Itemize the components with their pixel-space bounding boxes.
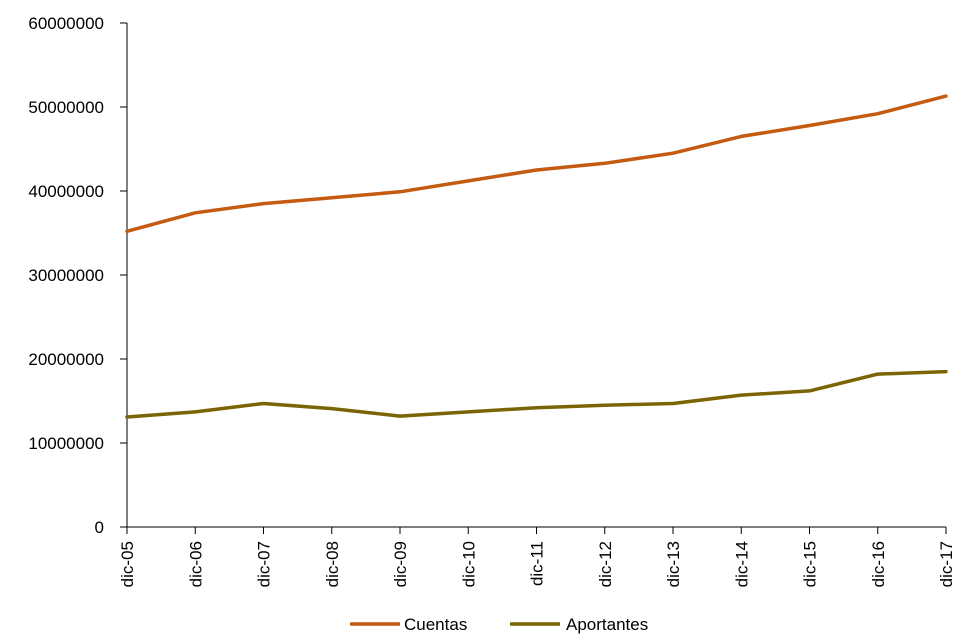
x-tick-label: dic-09 <box>391 541 410 587</box>
x-axis: dic-05 dic-06 dic-07 dic-08 dic-09 dic-10 dic-… <box>118 526 956 587</box>
x-tick-label: dic-07 <box>255 541 274 587</box>
x-tick-label: dic-11 <box>528 541 547 586</box>
legend-label-cuentas: Cuentas <box>404 615 467 634</box>
x-tick-label: dic-10 <box>459 541 478 587</box>
x-tick-label: dic-08 <box>323 541 342 587</box>
y-tick-label: 60000000 <box>28 14 104 33</box>
x-tick-label: dic-13 <box>664 541 683 587</box>
legend-label-aportantes: Aportantes <box>566 615 648 634</box>
series-line-cuentas <box>125 94 948 234</box>
x-tick-label: dic-14 <box>732 541 751 587</box>
series-line-aportantes <box>125 369 948 419</box>
x-tick-label: dic-16 <box>869 541 888 587</box>
x-tick-label: dic-06 <box>186 541 205 587</box>
y-tick-label: 20000000 <box>28 350 104 369</box>
y-tick-label: 10000000 <box>28 434 104 453</box>
y-tick-label: 0 <box>95 518 104 537</box>
series-layer <box>125 94 948 419</box>
y-tick-label: 30000000 <box>28 266 104 285</box>
legend: Cuentas Aportantes <box>350 615 648 634</box>
x-tick-label: dic-17 <box>937 541 956 587</box>
y-tick-label: 50000000 <box>28 98 104 117</box>
x-tick-label: dic-12 <box>596 541 615 587</box>
x-tick-label: dic-05 <box>118 541 137 587</box>
x-tick-label: dic-15 <box>801 541 820 587</box>
y-axis: 0 10000000 20000000 30000000 40000000 5000000… <box>28 14 128 537</box>
y-tick-label: 40000000 <box>28 182 104 201</box>
